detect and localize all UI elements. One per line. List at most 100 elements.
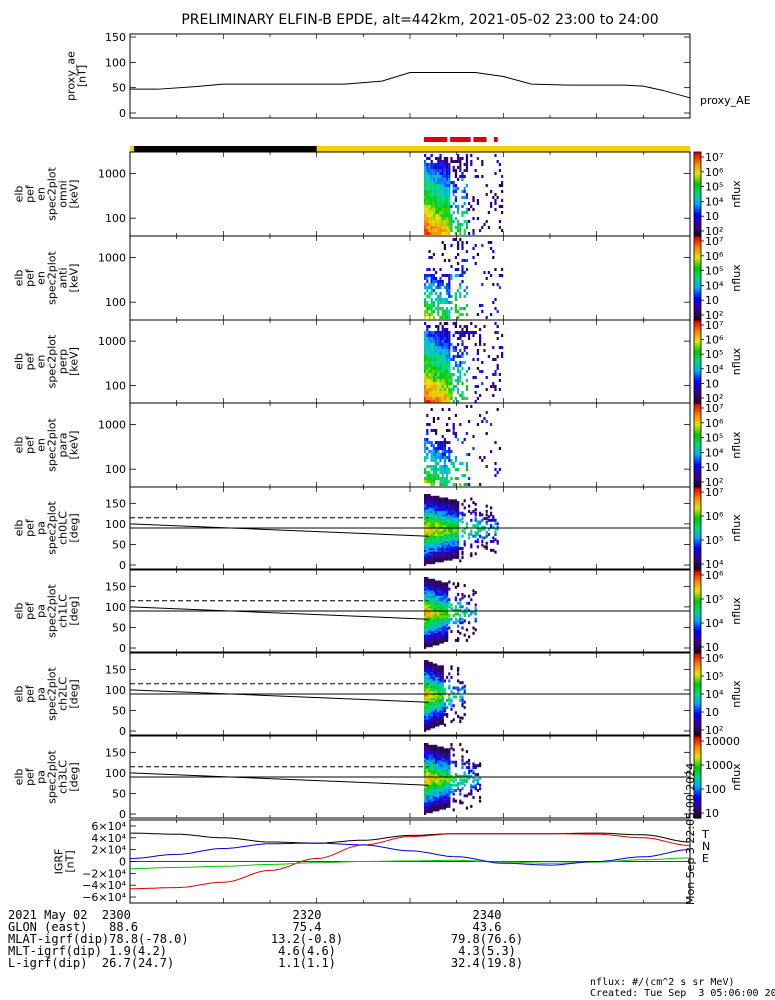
spectrogram-cell xyxy=(494,322,496,325)
spectrogram-cell xyxy=(459,223,461,226)
spectrogram-cell xyxy=(426,199,428,202)
pitch-angle-cell xyxy=(431,579,433,582)
spectrogram-cell xyxy=(435,187,437,190)
spectrogram-cell xyxy=(461,247,463,250)
pitch-angle-cell xyxy=(488,519,490,522)
spectrogram-cell xyxy=(461,175,463,178)
pitch-angle-cell xyxy=(464,513,466,516)
spectrogram-cell xyxy=(453,166,455,169)
spectrogram-cell xyxy=(439,456,441,459)
spectrogram-cell xyxy=(461,223,463,226)
spectrogram-cell xyxy=(444,340,446,343)
axis-label-line: [deg] xyxy=(68,762,81,791)
spectrogram-cell xyxy=(431,274,433,277)
spectrogram-cell xyxy=(426,343,428,346)
spectrogram-cell xyxy=(439,447,441,450)
spectrogram-cell xyxy=(461,313,463,316)
spectrogram-cell xyxy=(433,202,435,205)
spectrogram-cell xyxy=(448,223,450,226)
spectrogram-cell xyxy=(466,397,468,400)
spectrogram-cell xyxy=(439,220,441,223)
spectrogram-cell xyxy=(486,376,488,379)
y-tick-label: 100 xyxy=(105,212,126,225)
spectrogram-cell xyxy=(448,199,450,202)
pitch-angle-cell xyxy=(481,536,483,539)
spectrogram-cell xyxy=(453,432,455,435)
spectrogram-cell xyxy=(442,468,444,471)
pitch-angle-cell xyxy=(455,618,457,621)
spectrogram-cell xyxy=(442,471,444,474)
spectrogram-cell xyxy=(453,462,455,465)
spectrogram-cell xyxy=(486,432,488,435)
spectrogram-cell xyxy=(426,364,428,367)
spectrogram-cell xyxy=(453,346,455,349)
pitch-angle-cell xyxy=(459,519,461,522)
spectrogram-cell xyxy=(439,172,441,175)
spectrogram-cell xyxy=(442,184,444,187)
spectrogram-cell xyxy=(433,459,435,462)
spectrogram-cell xyxy=(433,417,435,420)
spectrogram-cell xyxy=(444,343,446,346)
spectrogram-cell xyxy=(437,346,439,349)
spectrogram-cell xyxy=(428,211,430,214)
spectrogram-cell xyxy=(448,441,450,444)
spectrogram-cell xyxy=(461,214,463,217)
spectrogram-cell xyxy=(435,447,437,450)
spectrogram-ylabel: elbpefenspec2plotpara[keV] xyxy=(13,418,81,472)
spectrogram-cell xyxy=(442,178,444,181)
spectrogram-cell xyxy=(490,202,492,205)
spectrogram-cell xyxy=(442,196,444,199)
spectrogram-cell xyxy=(446,346,448,349)
spectrogram-cell xyxy=(435,337,437,340)
spectrogram-cell xyxy=(455,292,457,295)
pitch-angle-cell xyxy=(442,582,444,585)
spectrogram-cell xyxy=(448,214,450,217)
pitch-angle-cell xyxy=(461,748,463,751)
spectrogram-cell xyxy=(426,172,428,175)
spectrogram-cell xyxy=(426,232,428,235)
spectrogram-cell xyxy=(437,157,439,160)
footer-value: 32.4(19.8) xyxy=(442,958,532,969)
spectrogram-cell xyxy=(426,280,428,283)
spectrogram-cell xyxy=(433,223,435,226)
pitch-angle-cell xyxy=(464,706,466,709)
spectrogram-cell xyxy=(437,349,439,352)
spectrogram-cell xyxy=(453,465,455,468)
spectrogram-cell xyxy=(461,394,463,397)
spectrogram-cell xyxy=(461,343,463,346)
pitch-angle-ylabel: elbpefpaspec2plotch0LC[deg] xyxy=(13,501,81,555)
spectrogram-cell xyxy=(446,202,448,205)
spectrogram-cell xyxy=(444,193,446,196)
spectrogram-cell xyxy=(433,367,435,370)
spectrogram-cell xyxy=(428,370,430,373)
pitch-angle-cell xyxy=(457,619,459,622)
spectrogram-cell xyxy=(494,370,496,373)
spectrogram-cell xyxy=(457,241,459,244)
spectrogram-cell xyxy=(457,205,459,208)
spectrogram-cell xyxy=(428,232,430,235)
spectrogram-cell xyxy=(426,274,428,277)
spectrogram-cell xyxy=(426,358,428,361)
spectrogram-cell xyxy=(426,163,428,166)
pitch-angle-panel-ch1LC xyxy=(130,570,690,652)
pitch-angle-cell xyxy=(494,551,496,554)
spectrogram-cell xyxy=(444,211,446,214)
spectrogram-cell xyxy=(446,184,448,187)
pitch-angle-cell xyxy=(486,542,488,545)
panel-frame xyxy=(130,320,690,403)
spectrogram-cell xyxy=(433,301,435,304)
spectrogram-cell xyxy=(461,307,463,310)
spectrogram-cell xyxy=(457,289,459,292)
spectrogram-cell xyxy=(437,181,439,184)
spectrogram-cell xyxy=(499,163,501,166)
spectrogram-cell xyxy=(477,253,479,256)
spectrogram-cell xyxy=(431,256,433,259)
spectrogram-cell xyxy=(431,187,433,190)
spectrogram-cell xyxy=(439,340,441,343)
spectrogram-cell xyxy=(424,163,426,166)
spectrogram-cell xyxy=(433,334,435,337)
spectrogram-cell xyxy=(466,346,468,349)
spectrogram-cell xyxy=(431,220,433,223)
spectrogram-cell xyxy=(439,175,441,178)
spectrogram-cell xyxy=(442,465,444,468)
